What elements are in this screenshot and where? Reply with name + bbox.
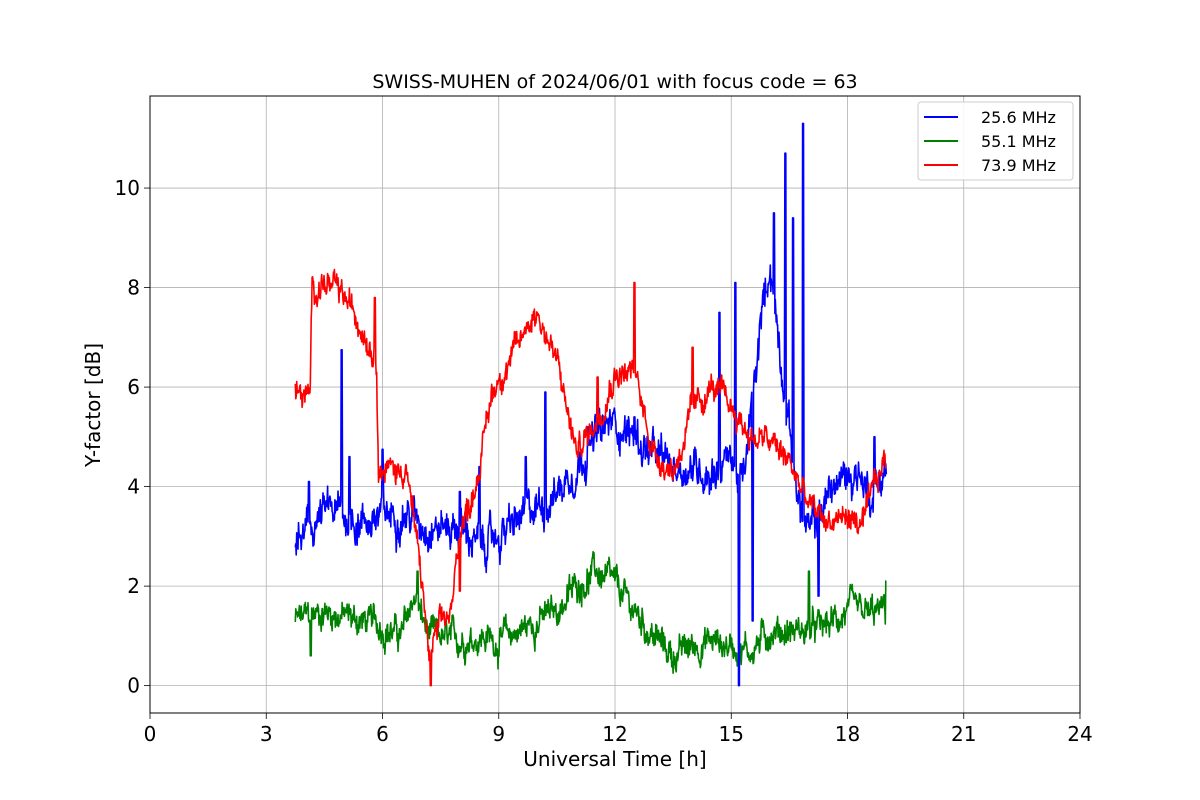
y-tick-label: 10 bbox=[115, 176, 140, 200]
x-tick-label: 0 bbox=[144, 722, 157, 746]
x-tick: 9 bbox=[492, 713, 505, 746]
legend-label-1: 25.6 MHz bbox=[981, 108, 1056, 127]
x-tick: 6 bbox=[376, 713, 389, 746]
y-tick-label: 6 bbox=[127, 375, 140, 399]
series-group bbox=[294, 122, 888, 687]
legend-box bbox=[917, 101, 1074, 181]
y-tick-label: 8 bbox=[127, 276, 140, 300]
x-tick: 18 bbox=[835, 713, 860, 746]
series-line-2 bbox=[294, 550, 887, 674]
series-line-3 bbox=[294, 268, 887, 687]
x-tick-label: 21 bbox=[951, 722, 976, 746]
y-tick: 8 bbox=[127, 276, 150, 300]
legend-label-2: 55.1 MHz bbox=[981, 132, 1056, 151]
x-tick-label: 9 bbox=[492, 722, 505, 746]
y-axis-ticks: 0 2 4 6 8 10 bbox=[115, 176, 150, 698]
y-tick-label: 2 bbox=[127, 574, 140, 598]
x-tick: 3 bbox=[260, 713, 273, 746]
y-tick-label: 0 bbox=[127, 674, 140, 698]
grid bbox=[149, 96, 1081, 713]
x-axis-ticks: 0 3 6 9 12 15 18 21 24 bbox=[144, 713, 1093, 746]
x-tick-label: 12 bbox=[602, 722, 627, 746]
legend-label-3: 73.9 MHz bbox=[981, 156, 1056, 175]
y-tick: 0 bbox=[127, 674, 150, 698]
x-tick: 21 bbox=[951, 713, 976, 746]
y-tick: 2 bbox=[127, 574, 150, 598]
x-tick: 24 bbox=[1067, 713, 1093, 746]
legend: 25.6 MHz 55.1 MHz 73.9 MHz bbox=[917, 101, 1074, 181]
series-line-1 bbox=[294, 122, 888, 687]
y-tick: 6 bbox=[127, 375, 150, 399]
x-axis-label: Universal Time [h] bbox=[523, 747, 706, 771]
y-tick-label: 4 bbox=[127, 475, 140, 499]
x-tick-label: 6 bbox=[376, 722, 389, 746]
x-tick: 15 bbox=[719, 713, 744, 746]
y-tick: 10 bbox=[115, 176, 150, 200]
x-tick-label: 3 bbox=[260, 722, 273, 746]
x-tick-label: 18 bbox=[835, 722, 860, 746]
x-tick: 12 bbox=[602, 713, 628, 746]
y-axis-label: Y-factor [dB] bbox=[81, 343, 105, 468]
x-tick-label: 24 bbox=[1067, 722, 1092, 746]
x-tick: 0 bbox=[144, 713, 157, 746]
chart-title: SWISS-MUHEN of 2024/06/01 with focus cod… bbox=[372, 71, 857, 93]
x-tick-label: 15 bbox=[719, 722, 744, 746]
y-tick: 4 bbox=[127, 475, 150, 499]
